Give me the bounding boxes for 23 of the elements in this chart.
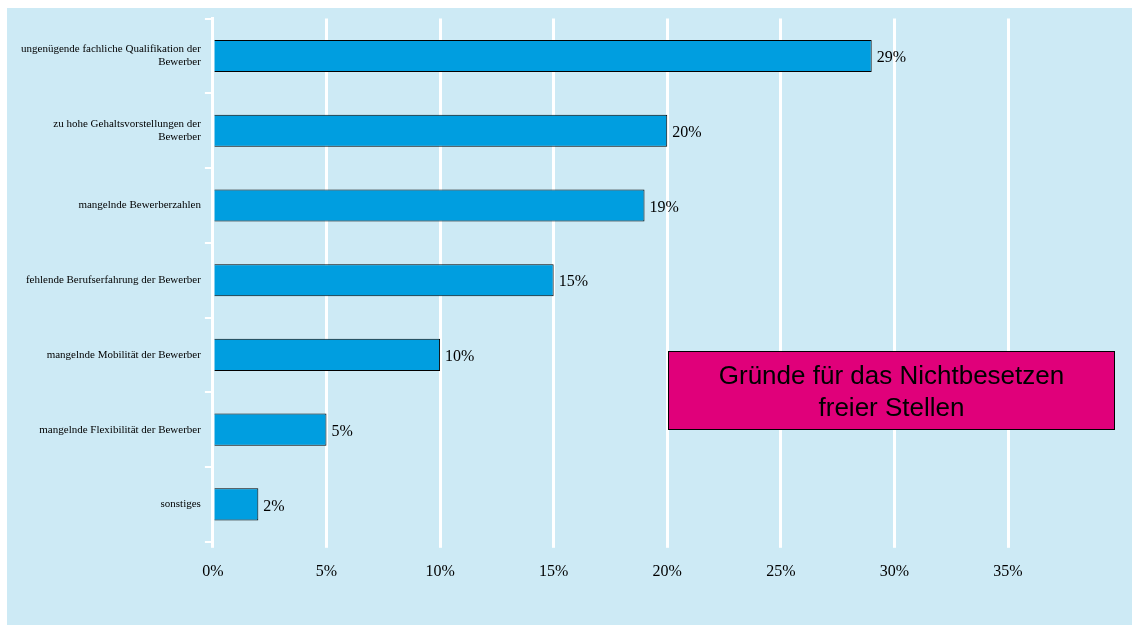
y-tick-label: mangelnde Flexibilität der Bewerber (39, 422, 202, 435)
x-tick-label: 30% (879, 561, 910, 579)
data-label: 19% (649, 197, 679, 215)
y-tick-label: mangelnde Mobilität der Bewerber (46, 347, 202, 360)
x-tick-label: 15% (538, 561, 569, 579)
data-label: 15% (558, 272, 588, 290)
data-label: 10% (445, 347, 475, 365)
x-tick-label: 25% (766, 561, 796, 579)
data-label: 5% (331, 421, 353, 439)
y-tick-label: zu hohe Gehaltsvorstellungen der Bewerber (53, 117, 202, 143)
x-tick-label: 20% (652, 561, 682, 579)
x-tick-label: 0% (202, 561, 224, 579)
x-tick-label: 10% (425, 561, 455, 579)
data-label: 20% (672, 122, 702, 140)
x-tick-label: 5% (315, 561, 338, 579)
y-tick-label: ungenügende fachliche Qualifikation der Bewerber (20, 42, 202, 68)
x-tick-label: 35% (993, 561, 1023, 579)
y-tick-label: mangelnde Bewerberzahlen (78, 198, 202, 211)
y-tick-label: fehlende Berufserfahrung der Bewerber (25, 273, 202, 286)
y-tick-label: sonstiges (160, 497, 201, 510)
data-label: 2% (263, 496, 285, 514)
title-box: Gründe für das Nichtbesetzen freier Stellen (668, 351, 1115, 430)
data-label: 29% (876, 48, 907, 66)
